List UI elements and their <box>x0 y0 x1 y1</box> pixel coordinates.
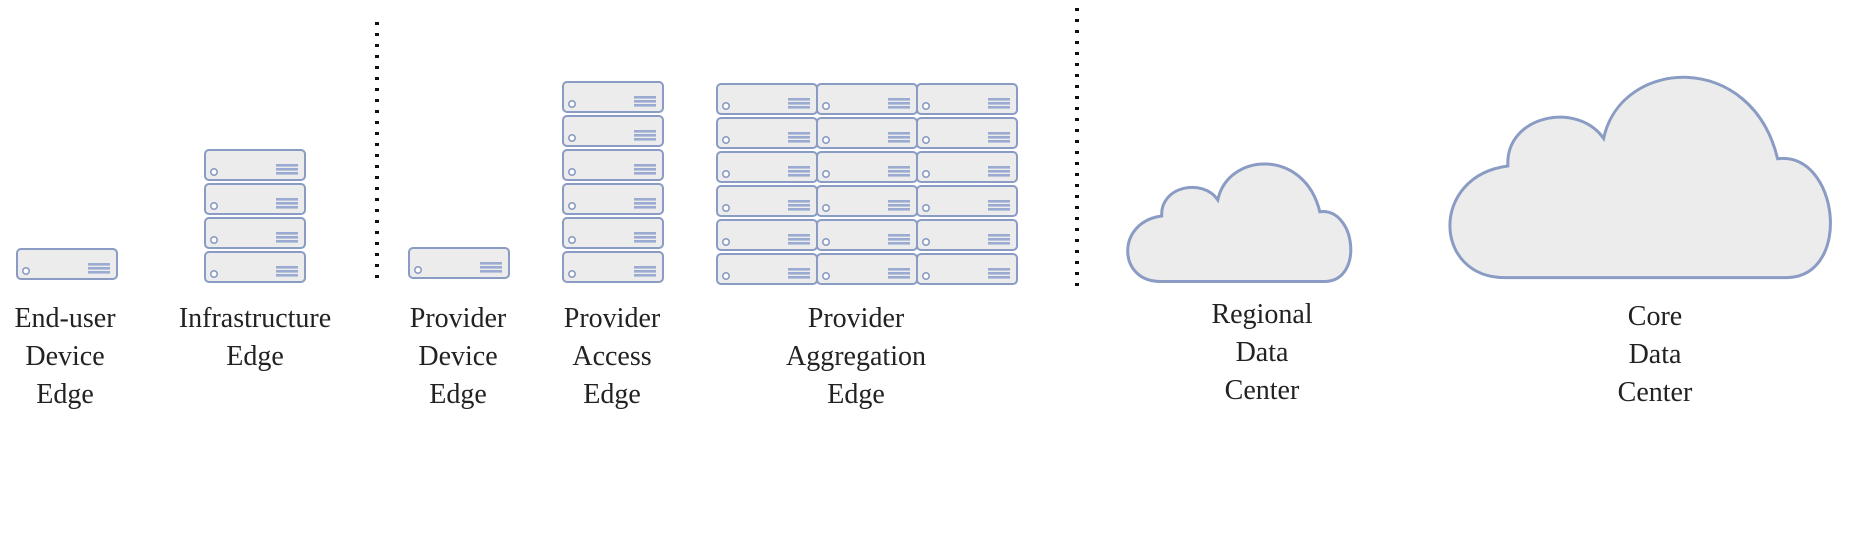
label-line: Center <box>1617 377 1693 408</box>
label-line: Device <box>25 341 105 372</box>
label-core-data-center: Core Data Center <box>1555 298 1755 412</box>
server-unit-icon <box>916 117 1018 149</box>
label-line: Core <box>1627 301 1683 332</box>
label-line: Data <box>1235 337 1289 368</box>
label-line: Data <box>1628 339 1682 370</box>
server-unit-icon <box>916 151 1018 183</box>
server-unit-icon <box>562 81 664 113</box>
server-unit-icon <box>562 217 664 249</box>
server-unit-icon <box>204 183 306 215</box>
core-data-center-cloud-icon <box>1448 75 1832 280</box>
label-line: Provider <box>409 303 507 334</box>
server-unit-icon <box>716 117 818 149</box>
server-unit-icon <box>816 253 918 285</box>
label-line: Edge <box>429 379 487 410</box>
server-unit-icon <box>562 115 664 147</box>
label-line: Center <box>1224 375 1300 406</box>
server-unit-icon <box>562 183 664 215</box>
server-unit-icon <box>816 117 918 149</box>
label-provider-device-edge: Provider Device Edge <box>393 300 523 414</box>
label-line: Edge <box>36 379 94 410</box>
label-infrastructure-edge: Infrastructure Edge <box>150 300 360 376</box>
label-line: Aggregation <box>786 341 926 372</box>
label-line: End-user <box>14 303 116 334</box>
server-unit-icon <box>816 151 918 183</box>
regional-data-center-cloud-icon <box>1126 162 1353 283</box>
server-unit-icon <box>16 248 118 280</box>
server-unit-icon <box>716 151 818 183</box>
server-unit-icon <box>716 83 818 115</box>
label-provider-aggregation-edge: Provider Aggregation Edge <box>751 300 961 414</box>
label-regional-data-center: Regional Data Center <box>1162 296 1362 410</box>
label-line: Infrastructure <box>178 303 332 334</box>
label-line: Edge <box>583 379 641 410</box>
server-unit-icon <box>716 219 818 251</box>
provider-aggregation-edge-icon <box>716 83 1018 285</box>
label-line: Device <box>418 341 498 372</box>
server-unit-icon <box>562 149 664 181</box>
server-unit-icon <box>916 219 1018 251</box>
server-unit-icon <box>204 251 306 283</box>
label-line: Regional <box>1211 299 1313 330</box>
server-unit-icon <box>204 149 306 181</box>
label-line: Provider <box>563 303 661 334</box>
server-unit-icon <box>816 219 918 251</box>
label-line: Access <box>572 341 652 372</box>
server-unit-icon <box>916 185 1018 217</box>
label-end-user-device-edge: End-user Device Edge <box>0 300 130 414</box>
label-line: Provider <box>807 303 905 334</box>
end-user-device-edge-icon <box>16 248 118 280</box>
provider-access-edge-icon <box>562 81 664 283</box>
provider-device-edge-icon <box>408 247 510 279</box>
server-unit-icon <box>716 253 818 285</box>
server-unit-icon <box>408 247 510 279</box>
server-unit-icon <box>916 83 1018 115</box>
label-line: Edge <box>226 341 284 372</box>
server-unit-icon <box>916 253 1018 285</box>
server-unit-icon <box>816 83 918 115</box>
server-unit-icon <box>816 185 918 217</box>
label-line: Edge <box>827 379 885 410</box>
server-unit-icon <box>562 251 664 283</box>
server-unit-icon <box>204 217 306 249</box>
label-provider-access-edge: Provider Access Edge <box>547 300 677 414</box>
infrastructure-edge-icon <box>204 149 306 283</box>
server-unit-icon <box>716 185 818 217</box>
